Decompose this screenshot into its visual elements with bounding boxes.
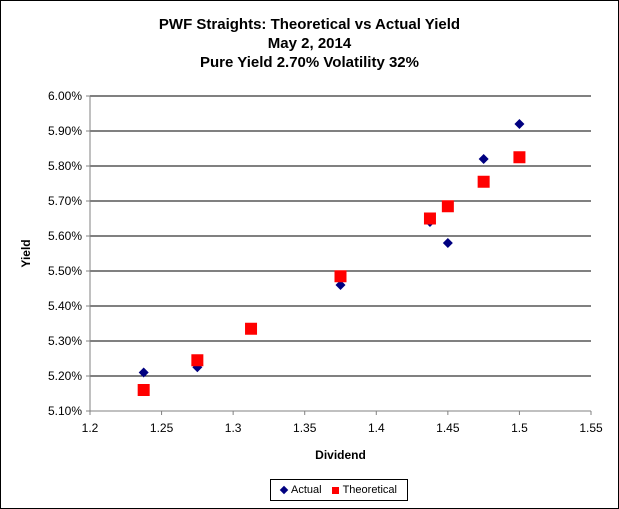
theoretical-point [441,200,454,213]
axes [86,95,592,415]
x-tick-label: 1.25 [150,421,174,435]
legend: Actual Theoretical [270,479,408,501]
actual-point [335,280,346,290]
actual-point [442,238,453,248]
x-tick-label: 1.55 [579,421,603,435]
actual-point [478,154,489,164]
data-points [137,119,526,396]
square-marker-icon [331,486,339,494]
x-tick-label: 1.45 [436,421,460,435]
theoretical-point [191,354,204,367]
legend-label-actual: Actual [291,484,322,496]
legend-label-theoretical: Theoretical [342,484,397,496]
y-tick-label: 5.40% [48,299,82,313]
theoretical-point [513,151,526,164]
y-tick-labels: 5.10% 5.20% 5.30% 5.40% 5.50% 5.60% 5.70% 5.80%… [48,89,82,418]
theoretical-point [334,270,347,283]
x-tick-label: 1.3 [225,421,242,435]
y-tick-label: 5.90% [48,124,82,138]
chart-title: PWF Straights: Theoretical vs Actual Yie… [158,16,461,33]
x-axis-title: Dividend [315,448,366,462]
y-tick-label: 5.20% [48,369,82,383]
actual-point [138,367,149,378]
y-tick-label: 5.70% [48,194,82,208]
x-tick-label: 1.35 [293,421,317,435]
legend-item-theoretical: Theoretical [331,484,397,496]
chart-subtitle-params: Pure Yield 2.70% Volatility 32% [200,54,419,71]
actual-point [514,119,525,129]
gridlines [90,95,591,412]
y-tick-label: 6.00% [48,89,82,103]
diamond-marker-icon [279,485,289,495]
theoretical-point [423,212,436,225]
theoretical-point [245,322,258,335]
y-tick-label: 5.30% [48,334,82,348]
legend-item-actual: Actual [279,484,322,496]
chart-subtitle-date: May 2, 2014 [267,35,352,52]
y-tick-label: 5.80% [48,159,82,173]
theoretical-point [477,175,490,188]
x-tick-label: 1.2 [82,421,99,435]
x-tick-label: 1.5 [511,421,528,435]
y-tick-label: 5.10% [48,404,82,418]
x-tick-label: 1.4 [368,421,385,435]
y-axis-title: Yield [19,239,33,267]
x-tick-labels: 1.2 1.25 1.3 1.35 1.4 1.45 1.5 1.55 [82,421,603,435]
y-tick-label: 5.60% [48,229,82,243]
y-tick-label: 5.50% [48,264,82,278]
theoretical-point [137,384,150,396]
